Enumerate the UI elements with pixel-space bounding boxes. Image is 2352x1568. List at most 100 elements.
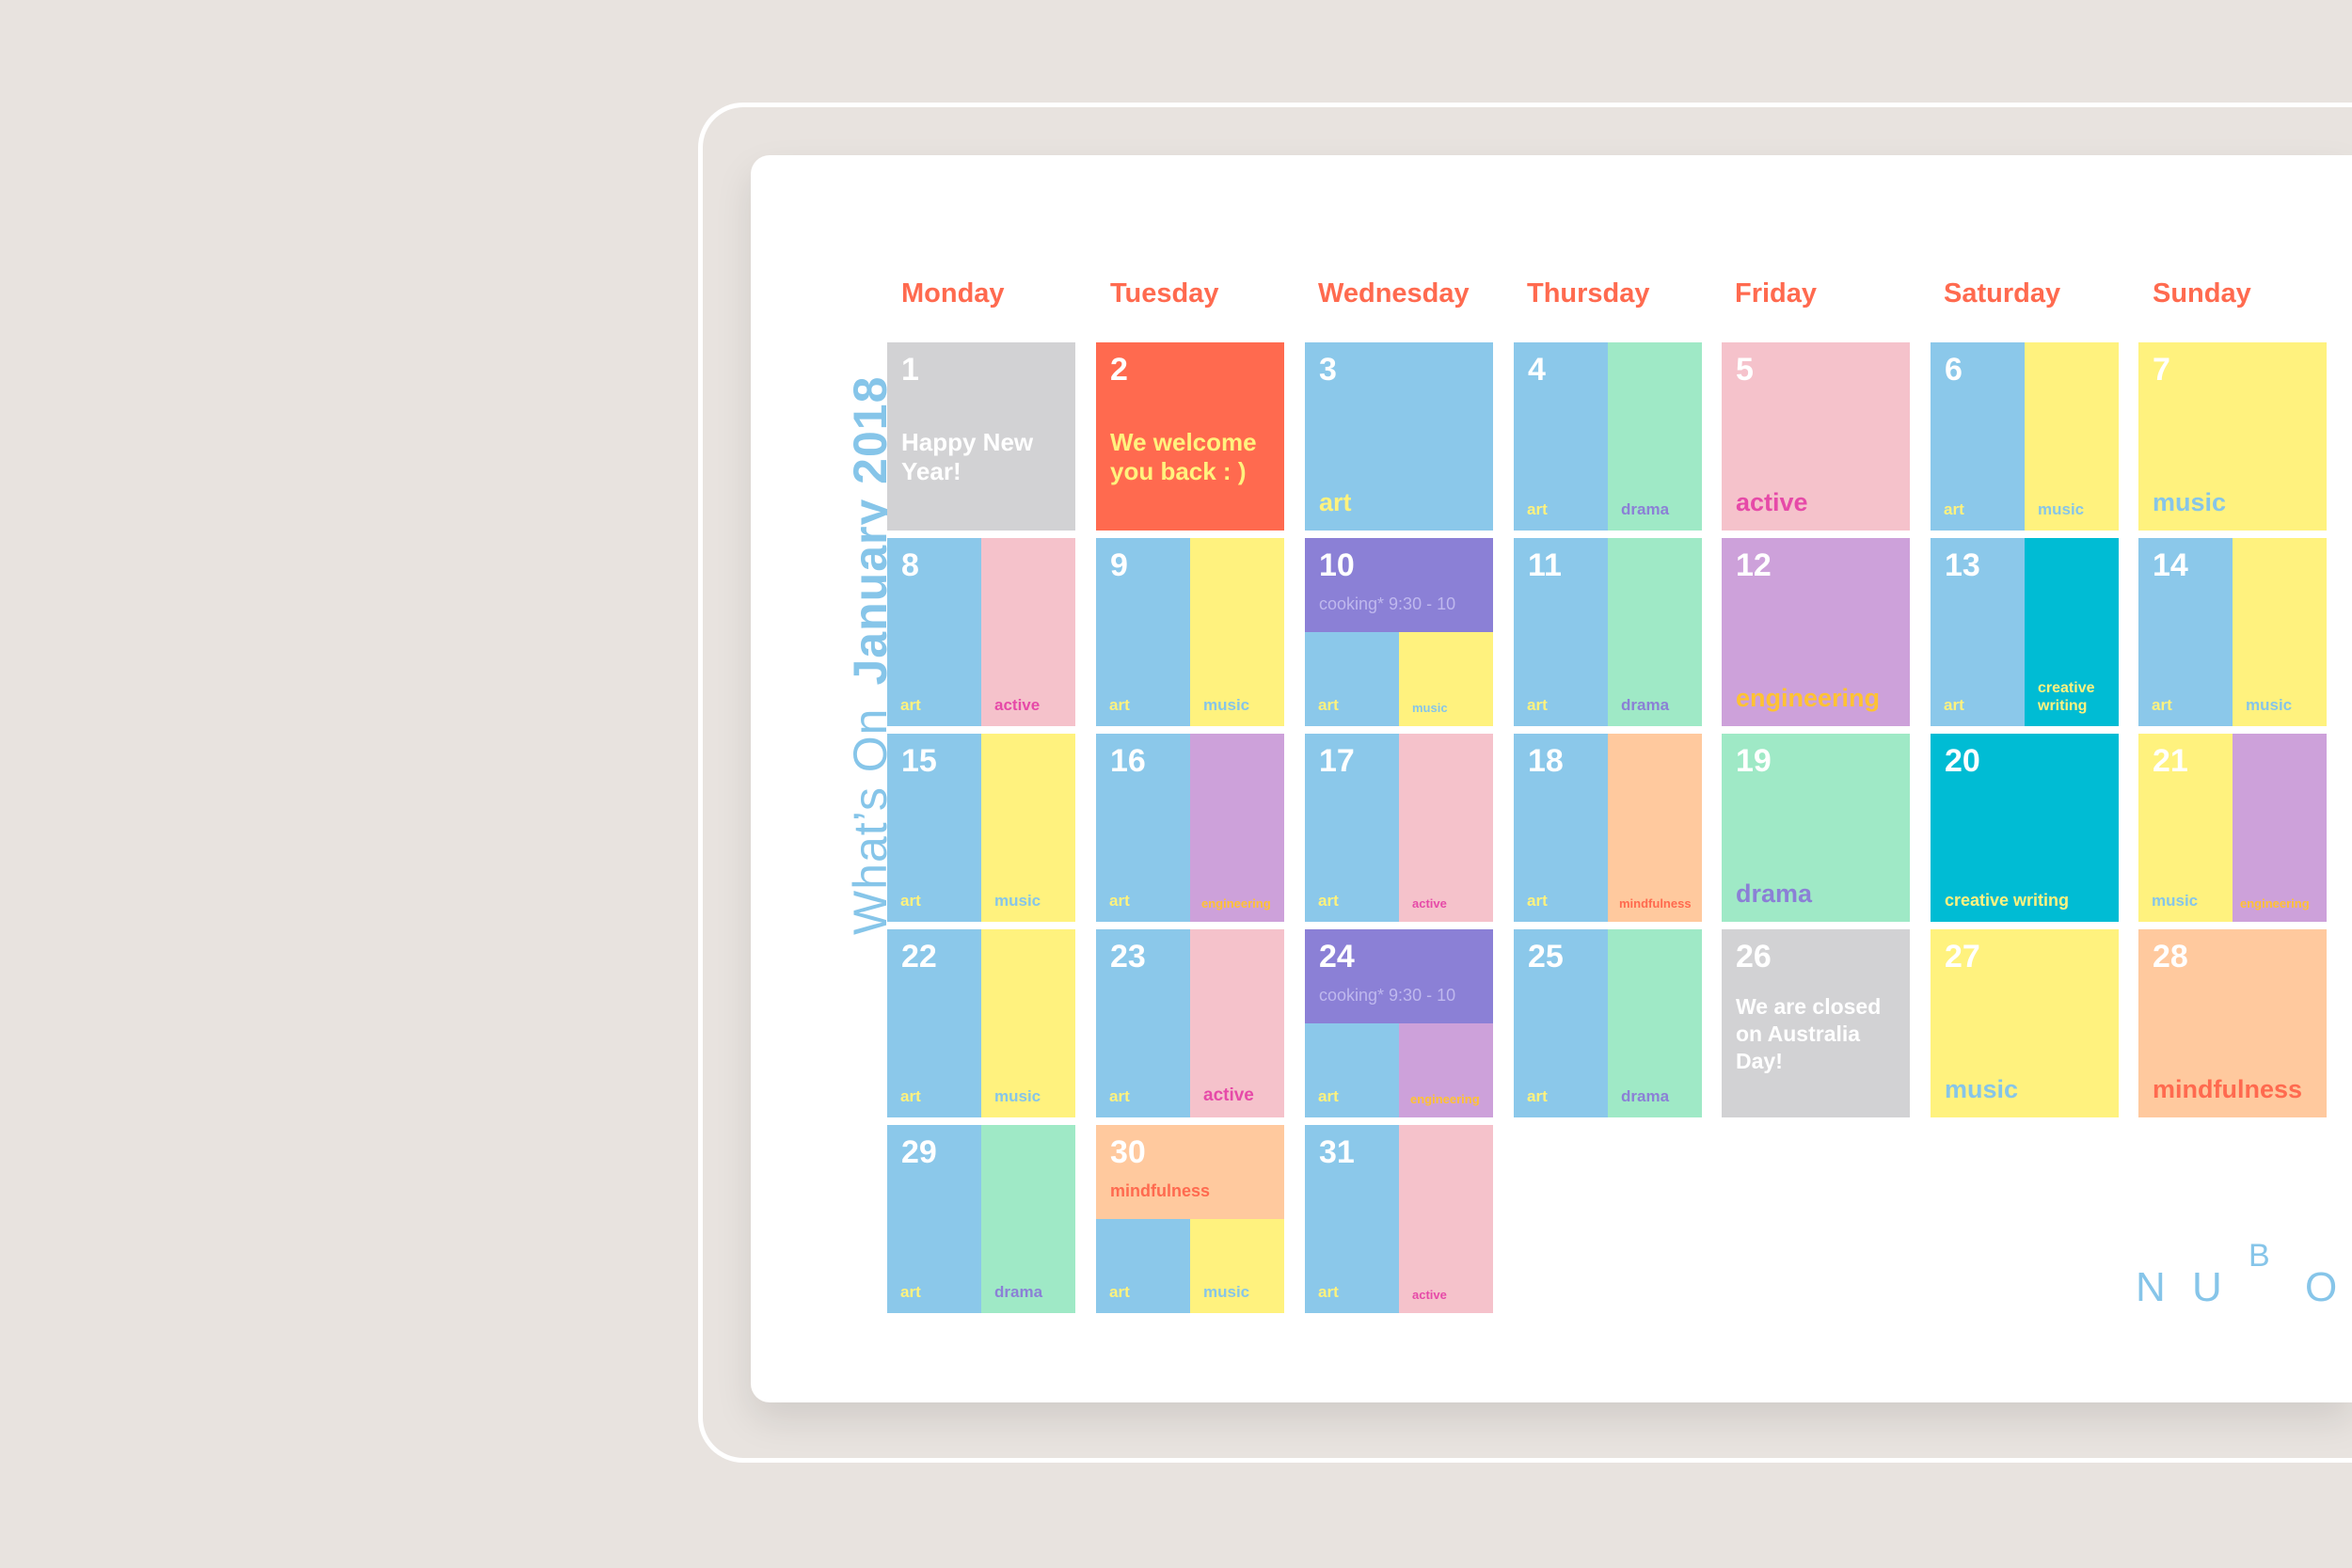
day-number: 21 <box>2153 743 2188 779</box>
logo-letter: B <box>2249 1238 2270 1274</box>
day-cell-29[interactable]: art drama 29 <box>887 1125 1075 1313</box>
activity-label: music <box>2038 500 2085 518</box>
day-number: 30 <box>1110 1134 1146 1170</box>
day-cell-23[interactable]: art active 23 <box>1096 929 1284 1117</box>
cooking-block <box>1305 929 1493 1023</box>
activity-label: mindfulness <box>1619 896 1692 911</box>
day-cell-31[interactable]: art active 31 <box>1305 1125 1493 1313</box>
activity-label: drama <box>1621 1087 1670 1105</box>
day-cell-19[interactable]: 19 drama <box>1722 734 1910 922</box>
day-cell-7[interactable]: 7 music <box>2138 342 2327 531</box>
day-number: 2 <box>1110 352 1128 388</box>
day-wednesday: Wednesday <box>1318 278 1470 309</box>
activity-label: music <box>1203 696 1250 714</box>
day-number: 1 <box>901 352 919 388</box>
activity-label: art <box>1527 696 1548 714</box>
day-cell-27[interactable]: 27 music <box>1931 929 2119 1117</box>
cooking-time: cooking* 9:30 - 10 <box>1319 986 1456 1005</box>
activity-label: art <box>900 696 921 714</box>
activity-label: music <box>2246 696 2293 714</box>
day-number: 29 <box>901 1134 937 1170</box>
activity-label: art <box>1318 696 1339 714</box>
activity-label: active <box>1412 1288 1447 1302</box>
day-number: 25 <box>1528 939 1564 974</box>
day-cell-1[interactable]: 1 Happy New Year! <box>887 342 1075 531</box>
day-saturday: Saturday <box>1944 278 2061 309</box>
activity-label: art <box>1318 892 1339 910</box>
activity-label: art <box>1109 696 1130 714</box>
day-tuesday: Tuesday <box>1110 278 1219 309</box>
day-cell-4[interactable]: art drama 4 <box>1514 342 1702 531</box>
day-cell-13[interactable]: art creative writing 13 <box>1931 538 2119 726</box>
day-number: 17 <box>1319 743 1355 779</box>
day-cell-26[interactable]: 26 We are closed on Australia Day! <box>1722 929 1910 1117</box>
day-cell-25[interactable]: art drama 25 <box>1514 929 1702 1117</box>
activity-label: music <box>994 892 1041 910</box>
day-cell-6[interactable]: art music 6 <box>1931 342 2119 531</box>
day-cell-15[interactable]: art music 15 <box>887 734 1075 922</box>
cooking-block <box>1305 538 1493 632</box>
day-cell-20[interactable]: 20 creative writing <box>1931 734 2119 922</box>
day-cell-14[interactable]: art music 14 <box>2138 538 2327 726</box>
day-message: We welcome you back : ) <box>1110 428 1257 485</box>
day-cell-10[interactable]: art music 10 cooking* 9:30 - 10 <box>1305 538 1493 726</box>
day-number: 11 <box>1528 547 1562 583</box>
activity-label: music <box>1945 1075 2019 1103</box>
day-number: 24 <box>1319 939 1355 974</box>
activity-label: art <box>2152 696 2172 714</box>
activity-label: art <box>1527 892 1548 910</box>
day-monday: Monday <box>901 278 1005 309</box>
activity-label: active <box>1412 896 1447 911</box>
day-cell-2[interactable]: 2 We welcome you back : ) <box>1096 342 1284 531</box>
logo-letter: U <box>2192 1264 2222 1310</box>
day-cell-16[interactable]: art engineering 16 <box>1096 734 1284 922</box>
activity-label: active <box>1203 1085 1254 1105</box>
activity-label: music <box>1203 1283 1250 1301</box>
day-cell-9[interactable]: art music 9 <box>1096 538 1284 726</box>
activity-label: art <box>1944 696 1964 714</box>
day-cell-12[interactable]: 12 engineering <box>1722 538 1910 726</box>
activity-label: art <box>1109 892 1130 910</box>
activity-label: engineering <box>1201 896 1271 911</box>
day-number: 26 <box>1736 939 1772 974</box>
activity-label: art <box>1318 1283 1339 1301</box>
day-number: 22 <box>901 939 937 974</box>
day-cell-11[interactable]: art drama 11 <box>1514 538 1702 726</box>
activity-label: drama <box>1621 696 1670 714</box>
activity-label: music <box>2152 892 2199 910</box>
day-cell-24[interactable]: art engineering 24 cooking* 9:30 - 10 <box>1305 929 1493 1117</box>
activity-label: art <box>1527 500 1548 518</box>
day-cell-30[interactable]: art music 30 mindfulness <box>1096 1125 1284 1313</box>
day-cell-17[interactable]: art active 17 <box>1305 734 1493 922</box>
day-number: 3 <box>1319 352 1337 388</box>
mindfulness-block <box>1096 1125 1284 1219</box>
day-cell-5[interactable]: 5 active <box>1722 342 1910 531</box>
day-number: 12 <box>1736 547 1772 583</box>
activity-label: art <box>1527 1087 1548 1105</box>
activity-label: active <box>994 696 1041 714</box>
activity-label: drama <box>994 1283 1043 1301</box>
activity-label: art <box>1944 500 1964 518</box>
day-cell-21[interactable]: music engineering 21 <box>2138 734 2327 922</box>
day-sunday: Sunday <box>2153 278 2251 309</box>
day-message: We are closed on Australia Day! <box>1736 994 1882 1073</box>
day-number: 27 <box>1945 939 1980 974</box>
day-cell-22[interactable]: art music 22 <box>887 929 1075 1117</box>
activity-label: art <box>900 1283 921 1301</box>
day-thursday: Thursday <box>1527 278 1650 309</box>
day-number: 9 <box>1110 547 1128 583</box>
activity-label: art <box>1109 1283 1130 1301</box>
day-number: 7 <box>2153 352 2170 388</box>
activity-label: engineering <box>1410 1092 1480 1106</box>
day-cell-8[interactable]: art active 8 <box>887 538 1075 726</box>
day-cell-3[interactable]: 3 art <box>1305 342 1493 531</box>
activity-label: art <box>900 1087 921 1105</box>
activity-label: art <box>1319 488 1352 516</box>
activity-label: art <box>1318 1087 1339 1105</box>
day-number: 6 <box>1945 352 1963 388</box>
day-cell-18[interactable]: art mindfulness 18 <box>1514 734 1702 922</box>
day-number: 18 <box>1528 743 1564 779</box>
day-cell-28[interactable]: 28 mindfulness <box>2138 929 2327 1117</box>
activity-label: drama <box>1621 500 1670 518</box>
activity-label: engineering <box>1736 684 1881 712</box>
